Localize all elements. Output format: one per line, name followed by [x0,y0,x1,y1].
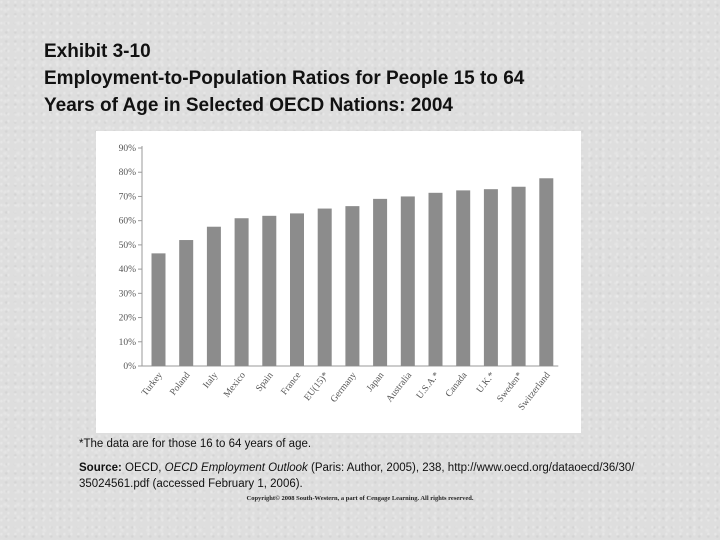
y-tick-label: 40% [119,265,137,275]
y-tick-label: 20% [119,314,137,324]
bar [179,240,194,366]
bar [317,208,332,366]
bar [345,206,360,366]
chart-panel: 0% 10% 20% 30% 40% 50% 60% 70% 80% 90% Turkey Polan… [96,131,581,433]
bar [539,178,554,366]
source-title: OECD Employment Outlook [164,462,308,474]
x-category-label: Sweden* [496,370,525,404]
bar-chart: 0% 10% 20% 30% 40% 50% 60% 70% 80% 90% Turkey Polan… [119,144,559,413]
x-category-label: Mexico [222,371,248,400]
source-text-pre: OECD, [121,462,165,474]
x-category-label: Australia [385,370,415,404]
x-category-label: Canada [444,370,470,399]
bar [262,215,277,366]
y-tick-label: 90% [119,144,137,154]
x-category-label: Spain [254,370,275,393]
bar [400,196,415,366]
x-category-label: EU(15)* [302,370,331,403]
x-category-label: Turkey [140,371,165,399]
title-line-2: Employment-to-Population Ratios for Peop… [44,68,525,89]
source-note: Source: OECD, OECD Employment Outlook (P… [79,460,679,492]
bar [483,189,498,366]
bar [290,213,304,366]
bar [151,253,166,366]
bar [511,186,526,366]
y-tick-label: 10% [119,338,137,348]
x-category-label: U.S.A.* [415,371,442,402]
x-category-label: Japan [365,371,386,394]
y-tick-label: 30% [119,289,137,299]
source-label: Source: [79,462,122,474]
y-tick-label: 0% [123,362,136,372]
page-title: Exhibit 3-10 Employment-to-Population Ra… [44,38,704,119]
y-tick-label: 80% [119,168,137,178]
x-category-label: Italy [202,371,221,391]
y-tick-label: 70% [119,192,137,202]
footnote: *The data are for those 16 to 64 years o… [79,438,312,450]
exhibit-number: Exhibit 3-10 [44,41,151,62]
bar [206,226,221,366]
bar [456,190,471,366]
bar [373,198,388,366]
bar [428,192,443,366]
y-tick-label: 60% [119,217,137,227]
x-category-label: U.K.* [475,371,497,396]
bar [234,218,249,366]
x-category-label: Poland [168,370,192,397]
copyright-notice: Copyright© 2008 South-Western, a part of… [246,495,474,502]
title-line-3: Years of Age in Selected OECD Nations: 2… [44,95,453,116]
x-category-label: France [280,371,304,398]
y-tick-label: 50% [119,241,137,251]
x-category-label: Germany [329,371,359,405]
source-text-post: (Paris: Author, 2005), 238, http://www.o… [79,462,635,490]
